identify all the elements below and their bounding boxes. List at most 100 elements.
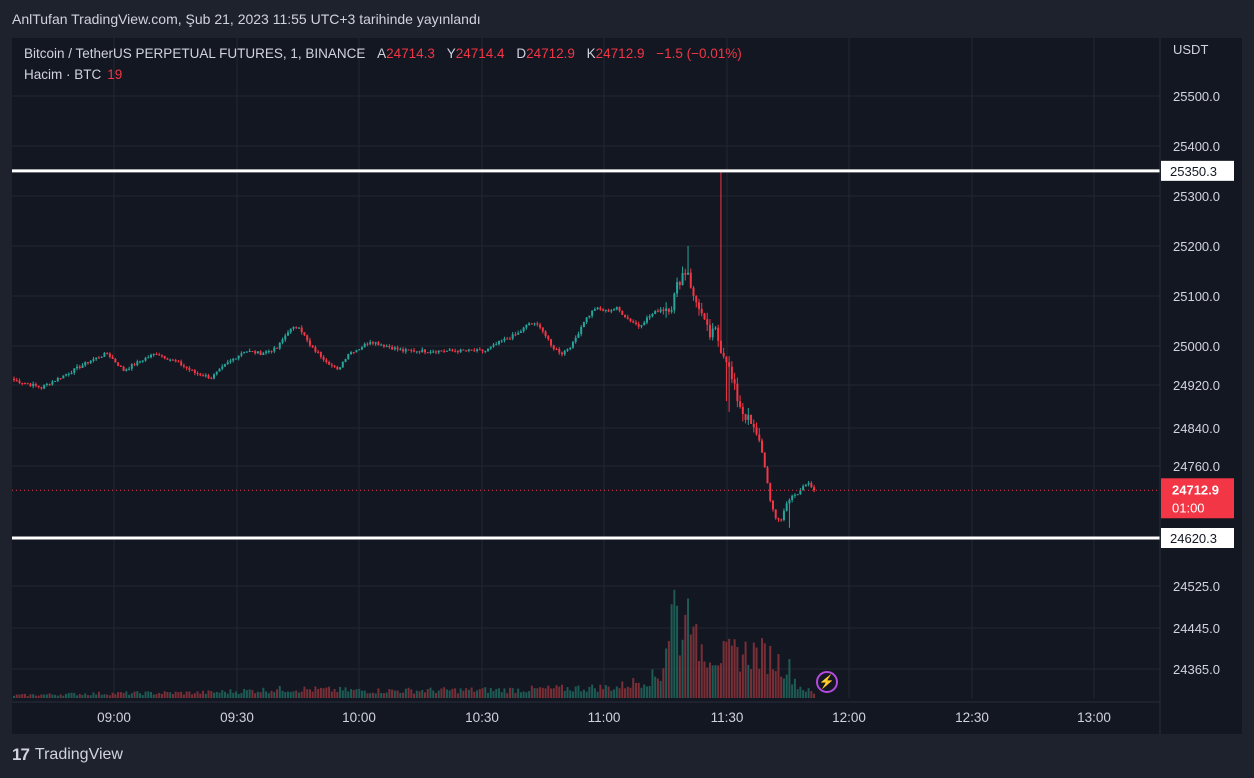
candle-body [287,332,289,336]
candle-body [180,361,183,366]
candle-body [659,309,662,312]
volume-bar [629,687,632,698]
volume-bar [626,686,629,698]
volume-bar [92,692,95,698]
candle-body [339,367,342,370]
volume-bar [763,643,766,698]
candle-body [97,357,100,359]
candle-body [210,378,213,380]
volume-bar [215,691,218,698]
candle-body [166,358,169,360]
volume-bar [536,688,539,698]
candle-body [92,359,95,361]
lightning-icon[interactable]: ⚡ [816,671,838,693]
candle-body [733,379,736,384]
price-axis[interactable]: USDT 25500.0 25400.0 25300.0 25200.0 25100.0 2… [1159,38,1234,734]
volume-bar [213,692,216,698]
candle-body [103,352,106,357]
candle-body [262,352,265,355]
symbol-legend: Bitcoin / TetherUS PERPETUAL FUTURES, 1,… [24,46,742,61]
candle-body [421,349,424,353]
volume-bar [725,641,728,698]
candle-body [43,385,46,389]
candles [12,170,1160,528]
time-axis[interactable]: 09:00 09:30 10:00 10:30 11:00 11:30 12:00 12:30… [12,701,1160,725]
volume-bar [73,692,76,698]
volume-bar [681,639,684,698]
candle-body [213,374,216,379]
candle-body [591,310,594,316]
volume-bar [37,695,40,698]
candle-body [615,307,618,310]
price-tick-label: 24840.0 [1173,421,1220,436]
candle-body [519,331,522,333]
candle-body [177,361,180,363]
candle-body [114,358,117,363]
candle-body [23,383,26,385]
volume-bar [788,659,791,698]
candle-body [700,308,703,314]
level-price-box [1161,528,1234,548]
candle-body [182,365,185,367]
volume-bar [530,685,533,698]
price-tick-label: 25000.0 [1173,339,1220,354]
price-chart[interactable]: USDT 25500.0 25400.0 25300.0 25200.0 25100.0 2… [12,38,1242,734]
candle-body [681,273,684,285]
volume-bar [492,690,495,698]
level-price-label: 25350.3 [1170,164,1217,179]
candle-body [517,332,520,335]
candle-body [160,355,163,357]
horizontal-levels[interactable] [12,169,1160,540]
candle-body [533,323,536,325]
volume-bar [360,690,363,698]
price-tick-label: 24920.0 [1173,378,1220,393]
change-value: −1.5 (−0.01%) [656,46,742,61]
candle-body [489,346,492,349]
volume-bar [432,690,435,698]
candle-body [522,327,525,332]
candle-body [48,383,51,385]
candle-body [462,349,465,351]
volume-bar [440,688,443,698]
candle-body [207,375,210,379]
candle-body [415,351,418,353]
candle-body [84,362,87,366]
volume-bar [514,692,517,698]
volume-bar [478,689,481,698]
volume-legend: Hacim · BTC 19 [24,67,122,82]
last-price-countdown: 01:00 [1172,500,1205,515]
volume-bar [703,661,706,698]
volume-bar [717,665,720,698]
candle-body [363,343,366,348]
price-axis-unit: USDT [1173,42,1208,57]
volume-bar [695,624,698,698]
footer-brand[interactable]: 17 TradingView [12,745,123,765]
volume-bar [621,681,624,698]
volume-bar [722,640,725,698]
volume-bar [719,663,722,698]
volume-bar [525,692,528,698]
candle-body [391,347,394,350]
candle-body [303,332,306,336]
candle-body [382,344,385,347]
candle-body [793,494,796,496]
candle-body [802,486,805,491]
candle-body [259,351,262,355]
candle-body [300,327,303,333]
candle-body [569,347,572,350]
candle-body [174,360,177,362]
candle-body [267,351,270,353]
candle-body [791,495,794,500]
candle-body [456,351,459,353]
candle-body [86,362,89,364]
candle-body [632,321,635,323]
chart-panel[interactable]: USDT 25500.0 25400.0 25300.0 25200.0 25100.0 2… [12,38,1242,734]
symbol-name: Bitcoin / TetherUS PERPETUAL FUTURES, 1,… [24,46,366,61]
candle-body [750,414,753,424]
volume-bar [582,689,585,698]
candle-body [117,362,120,366]
candle-body [780,519,783,521]
price-tick-label: 25500.0 [1173,89,1220,104]
price-tick-label: 24525.0 [1173,579,1220,594]
time-tick-label: 13:00 [1077,710,1111,725]
